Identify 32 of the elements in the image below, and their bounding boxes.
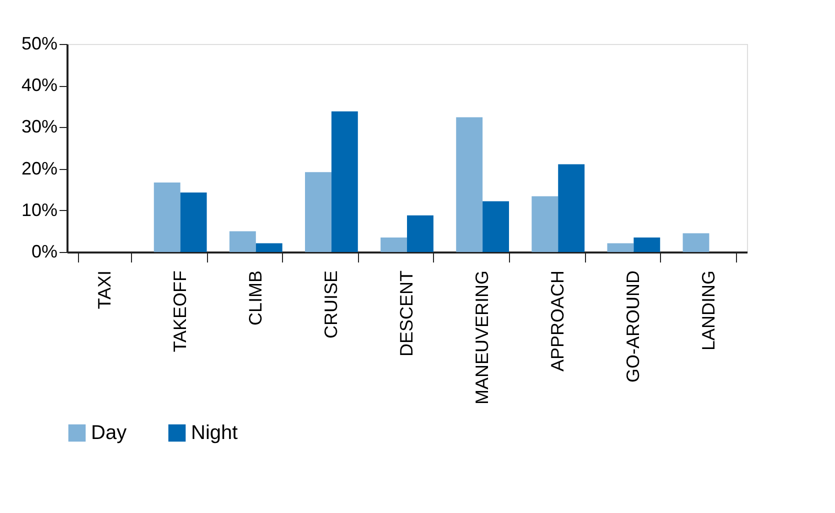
y-tick-label: 30%: [21, 116, 58, 137]
bar: [154, 182, 180, 252]
x-tick-label: APPROACH: [548, 270, 568, 372]
bar: [558, 164, 585, 252]
bar: [607, 243, 634, 252]
bar: [682, 233, 710, 252]
x-tick-label: TAXI: [94, 270, 114, 310]
legend-label: Day: [91, 422, 127, 444]
y-tick-label: 50%: [21, 34, 58, 54]
y-tick-label: 40%: [21, 75, 58, 96]
bar: [331, 111, 358, 252]
x-tick-label: GO-AROUND: [623, 270, 644, 382]
x-tick-label: CLIMB: [245, 270, 266, 326]
x-tick-label: DESCENT: [396, 270, 416, 357]
bar: [229, 231, 256, 252]
bar: [305, 172, 332, 252]
y-tick-label: 0%: [31, 242, 58, 262]
bar: [482, 201, 509, 252]
y-tick-label: 10%: [21, 200, 58, 220]
x-tick-label: LANDING: [698, 270, 719, 351]
legend-label: Night: [191, 422, 238, 444]
y-tick-label: 20%: [21, 158, 58, 178]
x-tick-label: TAKEOFF: [170, 270, 190, 352]
bar: [256, 243, 282, 252]
bar: [407, 215, 434, 252]
bar: [380, 237, 407, 252]
bar: [456, 117, 483, 252]
bar: [532, 196, 558, 252]
x-tick-label: CRUISE: [320, 270, 341, 339]
bar: [634, 237, 660, 252]
x-tick-label: MANEUVERING: [472, 270, 492, 405]
bar: [180, 192, 207, 252]
